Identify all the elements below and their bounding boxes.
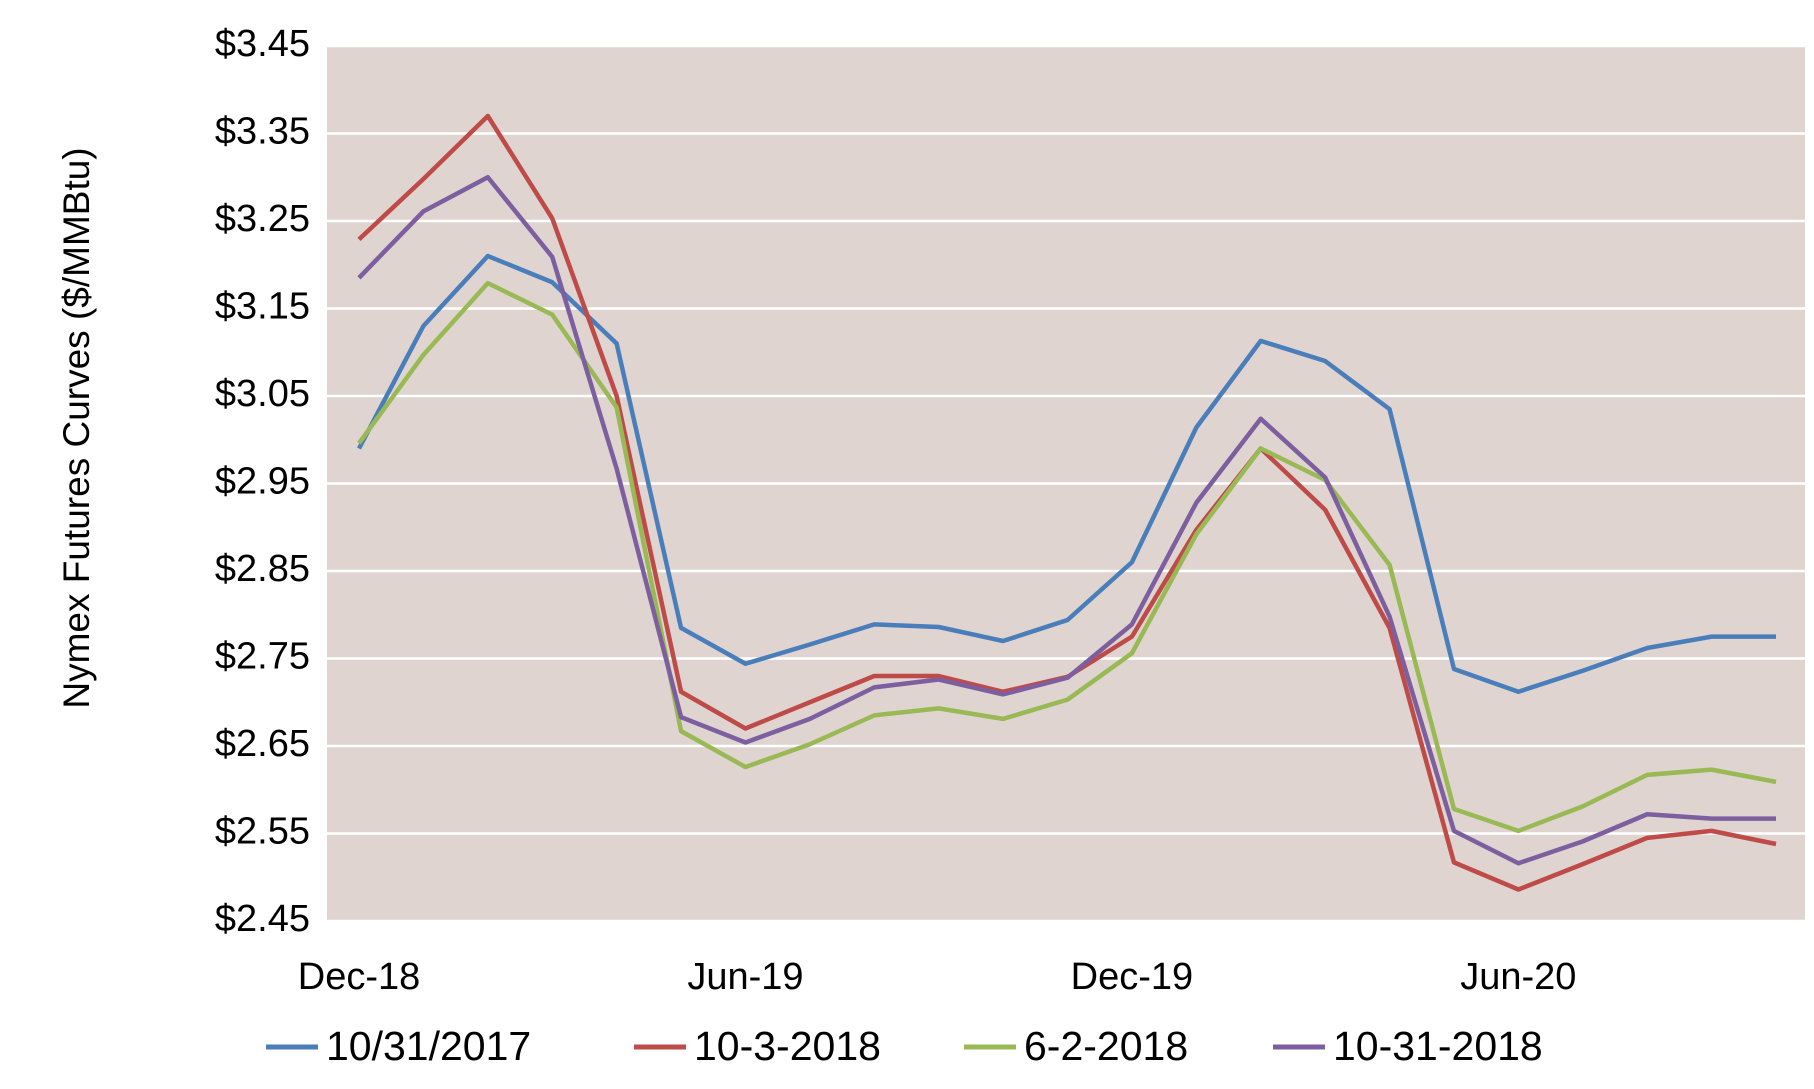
y-tick-label: $2.85 [215,548,310,590]
legend-label: 6-2-2018 [1024,1023,1188,1069]
legend-label: 10-31-2018 [1333,1023,1543,1069]
y-tick-label: $2.45 [215,898,310,940]
series-line [357,280,1777,834]
x-tick-label: Dec-18 [298,956,421,998]
x-tick-label: Jun-19 [687,956,803,998]
y-tick-label: $3.25 [215,198,310,240]
y-tick-label: $3.15 [215,286,310,328]
y-tick-label: $2.65 [215,723,310,765]
y-tick-label: $3.35 [215,111,310,153]
x-tick-label: Jun-20 [1460,956,1576,998]
y-tick-label: $2.95 [215,461,310,503]
y-tick-label: $3.45 [215,23,310,65]
y-tick-label: $2.55 [215,811,310,853]
y-tick-label: $3.05 [215,373,310,415]
legend-label: 10/31/2017 [326,1023,531,1069]
x-tick-label: Dec-19 [1071,956,1194,998]
y-axis-label: Nymex Futures Curves ($/MMBtu) [56,147,97,708]
series-line [357,253,1776,694]
series-line [357,175,1776,866]
y-tick-label: $2.75 [215,636,310,678]
legend-label: 10-3-2018 [694,1023,881,1069]
